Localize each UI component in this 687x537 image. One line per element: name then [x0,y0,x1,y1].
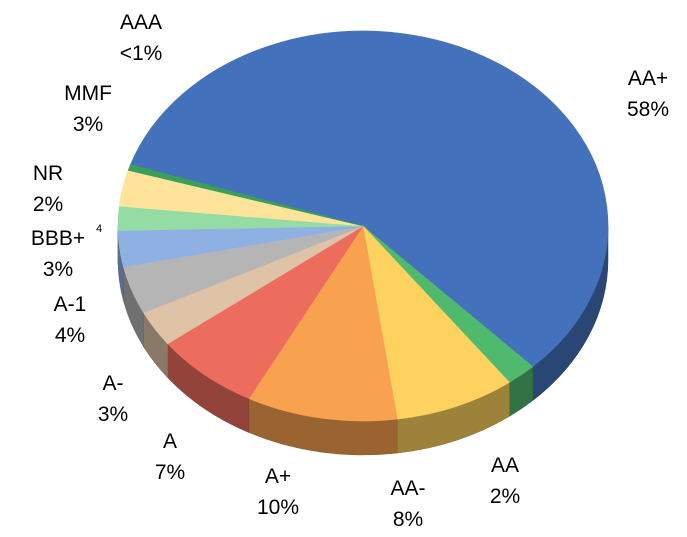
slice-label-aaa: AAA [120,11,162,34]
slice-aaplus [130,30,609,367]
slice-label-a-1: A-1 [54,293,87,316]
footnote-marker-bbbplus: 4 [96,223,102,235]
slice-value-nr: 2% [33,193,63,216]
slice-label-nr: NR [33,162,63,185]
slice-aa [362,225,510,420]
slice-label-a: A [163,430,177,453]
slice-label-bbbplus: BBB+ [31,227,85,250]
slice-value-aplus: 10% [257,496,299,519]
slice-label-mmf: MMF [64,82,112,105]
slice-label-aa: AA [491,454,519,477]
slice-value-aaa: <1% [120,42,163,65]
slice-label-aaplus: AA+ [628,67,668,90]
slice-value-aa: 2% [490,485,520,508]
slice-aplus [248,225,398,422]
pie-slices [117,30,609,422]
slice-value-a-1: 4% [55,324,85,347]
slice-value-bbbplus: 3% [43,258,73,281]
slice-labels: AA+ 58% AA 2% AA- 8% A+ 10% A 7% A- 3% A-1 4% BBB+ 3% 4 N… [31,11,669,531]
slice-value-a: 7% [155,461,185,484]
slice-label-a: A- [103,372,124,395]
slice-aaa [127,164,364,227]
slice-label-aa: AA- [390,477,425,500]
slice-value-mmf: 3% [73,113,103,136]
slice-a [167,225,364,399]
pie-sides [117,225,609,456]
slice-value-aaplus: 58% [627,98,669,121]
slice-value-a: 3% [98,403,128,426]
slice-value-aa: 8% [393,508,423,531]
slice-label-aplus: A+ [265,465,291,488]
